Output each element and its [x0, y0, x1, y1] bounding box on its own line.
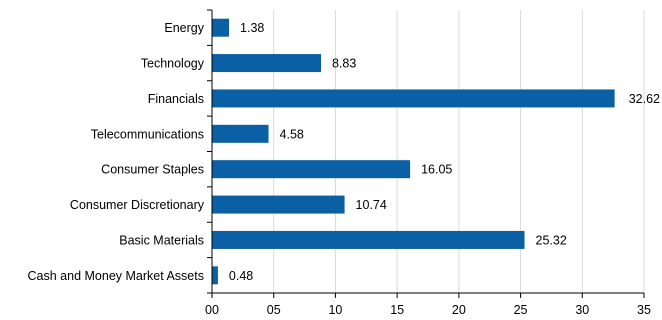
bar-consumer-staples: [212, 160, 411, 179]
value-label-basic-materials: 25.32: [536, 233, 567, 247]
value-label-telecommunications: 4.58: [280, 127, 304, 141]
value-label-technology: 8.83: [332, 57, 356, 71]
bar-telecommunications: [212, 124, 269, 143]
x-tick-label-35: 35: [637, 303, 651, 317]
x-tick-label-15: 15: [390, 303, 404, 317]
category-label-telecommunications: Telecommunications: [91, 127, 204, 141]
value-label-cash-and-money-market-assets: 0.48: [229, 269, 253, 283]
value-label-consumer-staples: 16.05: [421, 163, 452, 177]
value-label-energy: 1.38: [240, 21, 264, 35]
bar-consumer-discretionary: [212, 195, 345, 214]
category-label-consumer-staples: Consumer Staples: [101, 163, 204, 177]
bar-financials: [212, 89, 615, 108]
bar-technology: [212, 54, 321, 73]
bar-cash-and-money-market-assets: [212, 266, 218, 285]
category-labels: Energy Technology Financials Telecommunicat…: [28, 21, 205, 283]
category-label-consumer-discretionary: Consumer Discretionary: [70, 198, 205, 212]
category-label-cash-and-money-market-assets: Cash and Money Market Assets: [28, 269, 204, 283]
bars: [212, 18, 615, 285]
category-label-energy: Energy: [164, 21, 204, 35]
category-label-basic-materials: Basic Materials: [119, 233, 204, 247]
category-label-technology: Technology: [141, 57, 205, 71]
x-tick-label-0: 00: [205, 303, 219, 317]
category-label-financials: Financials: [148, 92, 204, 106]
value-labels: 1.38 8.83 32.62 4.58 16.05 10.74 25.32 0.48: [229, 21, 660, 283]
value-label-financials: 32.62: [629, 92, 660, 106]
bar-basic-materials: [212, 230, 525, 249]
x-tick-label-20: 20: [452, 303, 466, 317]
gridlines: [273, 10, 645, 293]
x-tick-label-5: 05: [267, 303, 281, 317]
x-tick-label-30: 30: [575, 303, 589, 317]
x-axis: 00 05 10 15 20 25 30 35: [205, 9, 651, 317]
bar-energy: [212, 18, 230, 37]
value-label-consumer-discretionary: 10.74: [356, 198, 387, 212]
x-tick-label-10: 10: [328, 303, 342, 317]
x-tick-label-25: 25: [514, 303, 528, 317]
